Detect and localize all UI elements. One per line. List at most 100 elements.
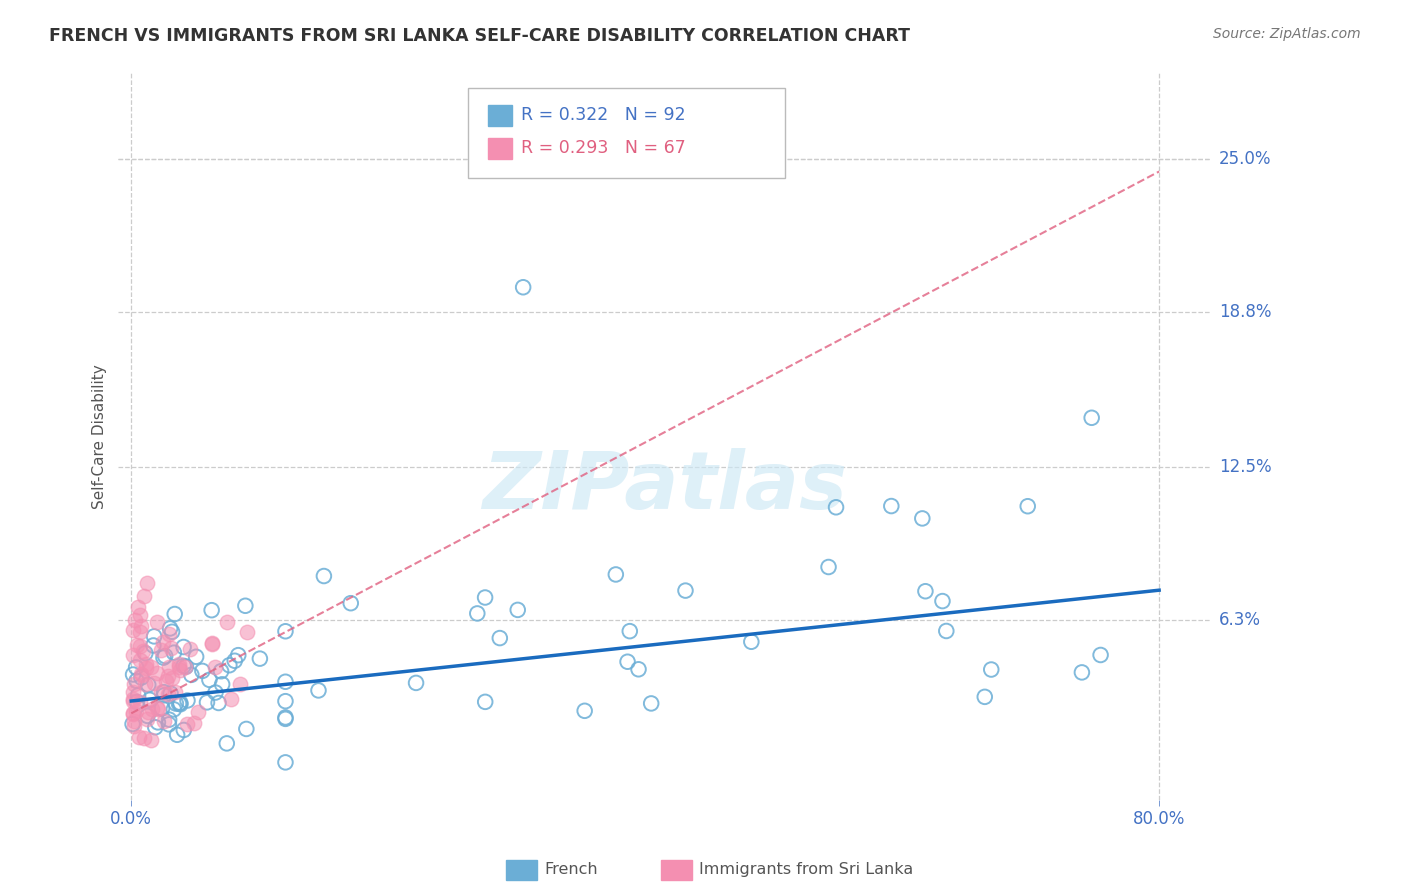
- Point: [146, 665, 169, 680]
- Point: [160, 624, 183, 639]
- Point: [235, 599, 257, 613]
- Point: [675, 583, 697, 598]
- Point: [1070, 665, 1092, 680]
- Point: [911, 511, 934, 525]
- Point: [143, 720, 166, 734]
- Point: [201, 637, 224, 651]
- Point: [136, 705, 159, 719]
- Point: [180, 668, 202, 682]
- Point: [605, 567, 627, 582]
- Point: [204, 685, 226, 699]
- Point: [139, 733, 162, 747]
- Point: [1017, 500, 1039, 514]
- Point: [159, 622, 181, 636]
- Point: [183, 716, 205, 731]
- Point: [1090, 648, 1112, 662]
- Point: [131, 643, 153, 657]
- Point: [139, 659, 162, 673]
- Point: [156, 687, 179, 701]
- Point: [308, 683, 330, 698]
- Text: 12.5%: 12.5%: [1219, 458, 1271, 476]
- Point: [122, 667, 145, 681]
- Point: [153, 685, 176, 699]
- Point: [134, 677, 156, 691]
- Point: [146, 615, 169, 630]
- Point: [184, 649, 207, 664]
- Point: [179, 642, 201, 657]
- Point: [274, 694, 297, 708]
- Point: [157, 660, 180, 674]
- Point: [135, 713, 157, 727]
- Point: [121, 717, 143, 731]
- Point: [121, 648, 143, 662]
- Point: [224, 654, 246, 668]
- Point: [121, 623, 143, 637]
- Point: [488, 631, 510, 645]
- Point: [166, 728, 188, 742]
- Point: [127, 689, 149, 703]
- Y-axis label: Self-Care Disability: Self-Care Disability: [93, 364, 107, 508]
- Point: [136, 678, 159, 692]
- Text: ZIPatlas: ZIPatlas: [482, 448, 846, 526]
- Text: 18.8%: 18.8%: [1219, 303, 1271, 321]
- Point: [228, 677, 250, 691]
- Point: [616, 655, 638, 669]
- Point: [174, 659, 197, 673]
- Point: [235, 722, 257, 736]
- Point: [142, 639, 165, 653]
- Point: [176, 693, 198, 707]
- Text: R = 0.322   N = 92: R = 0.322 N = 92: [522, 106, 686, 124]
- Point: [121, 706, 143, 721]
- Point: [122, 677, 145, 691]
- Point: [914, 584, 936, 599]
- Point: [405, 676, 427, 690]
- Point: [195, 695, 218, 709]
- Point: [129, 607, 152, 622]
- Point: [209, 664, 232, 678]
- Point: [125, 660, 148, 674]
- Point: [249, 651, 271, 665]
- Point: [274, 756, 297, 770]
- Point: [474, 695, 496, 709]
- Point: [880, 499, 903, 513]
- Text: Immigrants from Sri Lanka: Immigrants from Sri Lanka: [699, 863, 912, 877]
- Point: [274, 674, 297, 689]
- Point: [131, 668, 153, 682]
- Point: [153, 714, 176, 728]
- Point: [825, 500, 848, 515]
- Point: [474, 591, 496, 605]
- Point: [740, 634, 762, 648]
- Point: [207, 696, 229, 710]
- Point: [122, 694, 145, 708]
- Point: [132, 590, 155, 604]
- Point: [125, 695, 148, 709]
- Point: [132, 731, 155, 745]
- Point: [150, 643, 173, 657]
- Point: [174, 660, 197, 674]
- Point: [817, 560, 839, 574]
- Point: [512, 280, 534, 294]
- Point: [980, 663, 1002, 677]
- Point: [973, 690, 995, 704]
- Point: [129, 624, 152, 639]
- Point: [125, 704, 148, 718]
- Point: [274, 624, 297, 639]
- Point: [121, 706, 143, 721]
- Point: [215, 615, 238, 629]
- Point: [135, 575, 157, 590]
- Point: [156, 669, 179, 683]
- Point: [122, 714, 145, 728]
- Point: [162, 671, 184, 685]
- FancyBboxPatch shape: [468, 87, 785, 178]
- Bar: [488, 138, 512, 159]
- Point: [211, 677, 233, 691]
- Point: [167, 657, 190, 672]
- Text: 25.0%: 25.0%: [1219, 150, 1271, 169]
- Point: [129, 619, 152, 633]
- Point: [169, 660, 191, 674]
- Text: 6.3%: 6.3%: [1219, 611, 1261, 629]
- Point: [148, 702, 170, 716]
- Point: [274, 712, 297, 726]
- Point: [169, 698, 191, 712]
- Point: [122, 684, 145, 698]
